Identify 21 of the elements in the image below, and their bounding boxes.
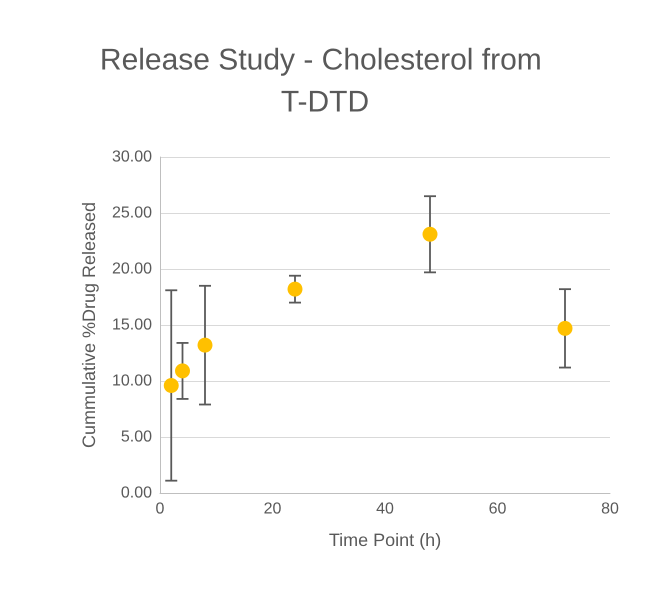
- y-tick-label: 5.00: [120, 428, 152, 446]
- y-tick-label: 25.00: [112, 204, 152, 222]
- x-tick-label: 40: [376, 500, 394, 518]
- point: [288, 282, 302, 297]
- point: [164, 378, 179, 393]
- y-tick-label: 20.00: [112, 260, 152, 278]
- point: [198, 338, 212, 353]
- y-tick-label: 30.00: [112, 148, 152, 166]
- x-tick-label: 60: [488, 500, 506, 518]
- point: [175, 363, 190, 378]
- point: [558, 320, 572, 336]
- y-tick-label: 10.00: [112, 372, 152, 390]
- point: [422, 226, 438, 242]
- y-tick-label: 15.00: [112, 316, 152, 334]
- x-tick-label: 0: [156, 500, 165, 518]
- y-axis-title: Cummulative %Drug Released: [79, 202, 99, 448]
- y-tick-label: 0.00: [120, 484, 152, 502]
- chart-title: Release Study - Cholesterol from T-DTD: [100, 44, 550, 118]
- x-tick-label: 80: [601, 500, 619, 518]
- x-tick-label: 20: [264, 500, 282, 518]
- x-axis-title: Time Point (h): [328, 530, 442, 550]
